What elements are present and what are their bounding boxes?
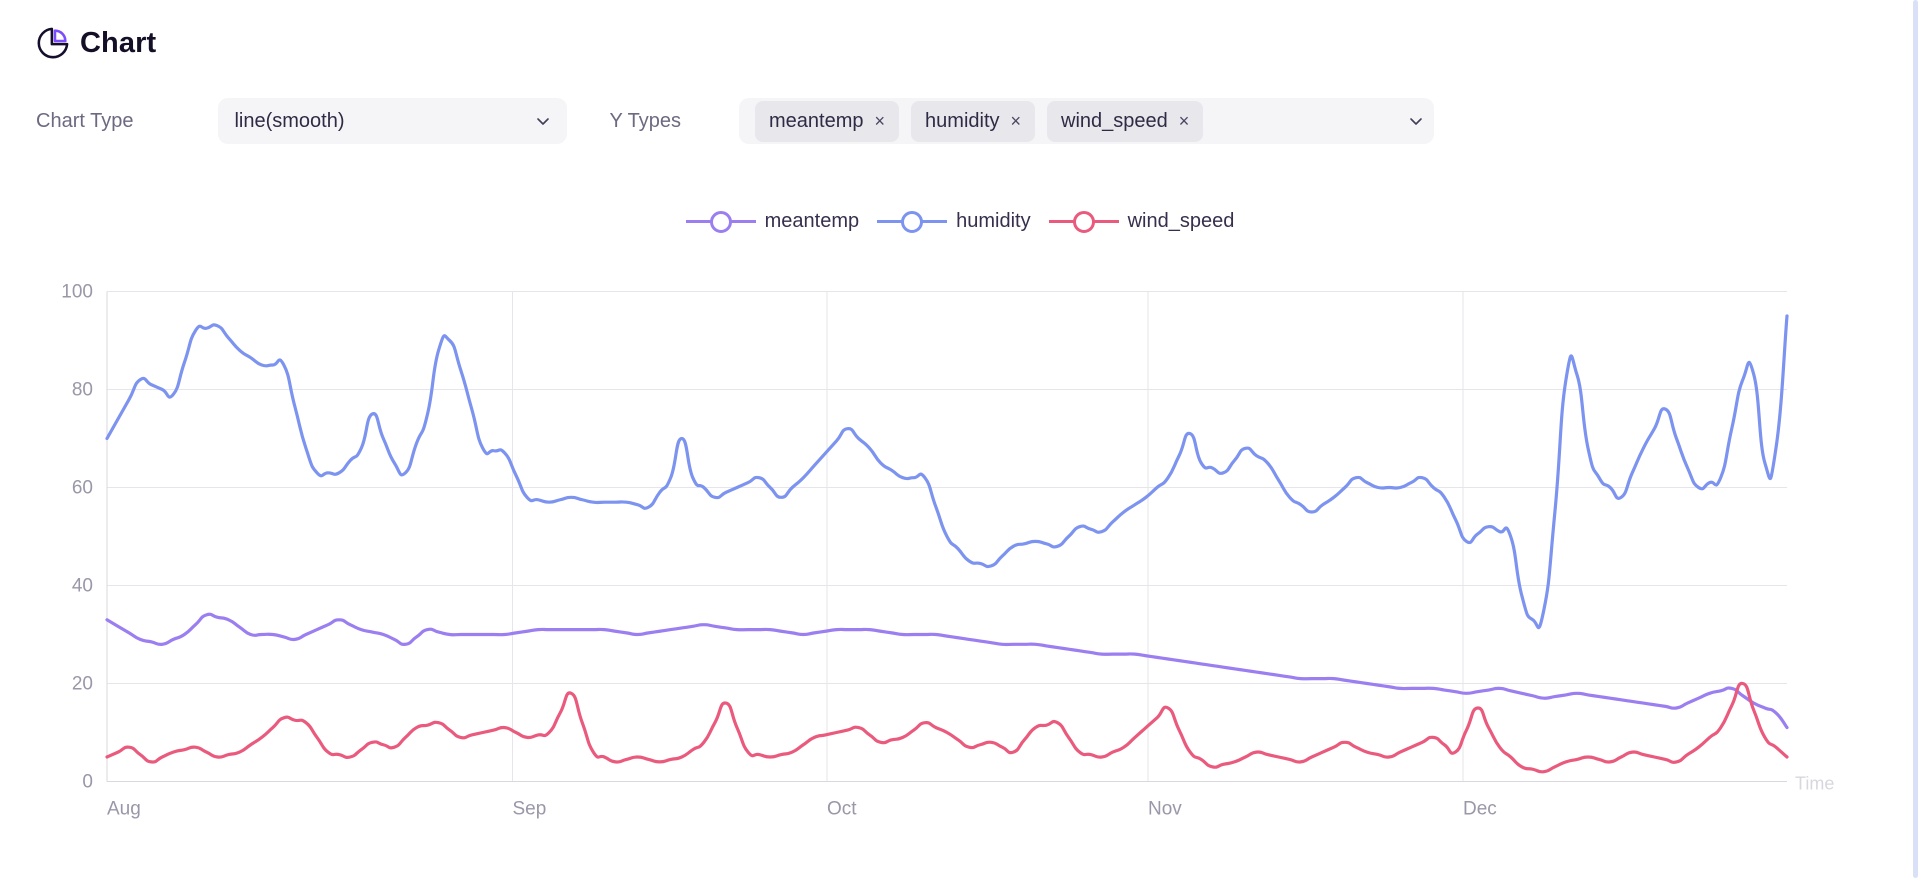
svg-text:Sep: Sep: [513, 799, 547, 820]
svg-text:100: 100: [61, 282, 93, 303]
svg-text:Time: Time: [1795, 774, 1834, 794]
svg-text:0: 0: [82, 772, 93, 793]
svg-text:Nov: Nov: [1148, 799, 1182, 820]
svg-text:Aug: Aug: [107, 799, 141, 820]
svg-text:60: 60: [72, 478, 93, 499]
svg-text:20: 20: [72, 674, 93, 695]
svg-text:Dec: Dec: [1463, 799, 1497, 820]
svg-text:Oct: Oct: [827, 799, 857, 820]
svg-text:40: 40: [72, 576, 93, 597]
svg-text:80: 80: [72, 380, 93, 401]
